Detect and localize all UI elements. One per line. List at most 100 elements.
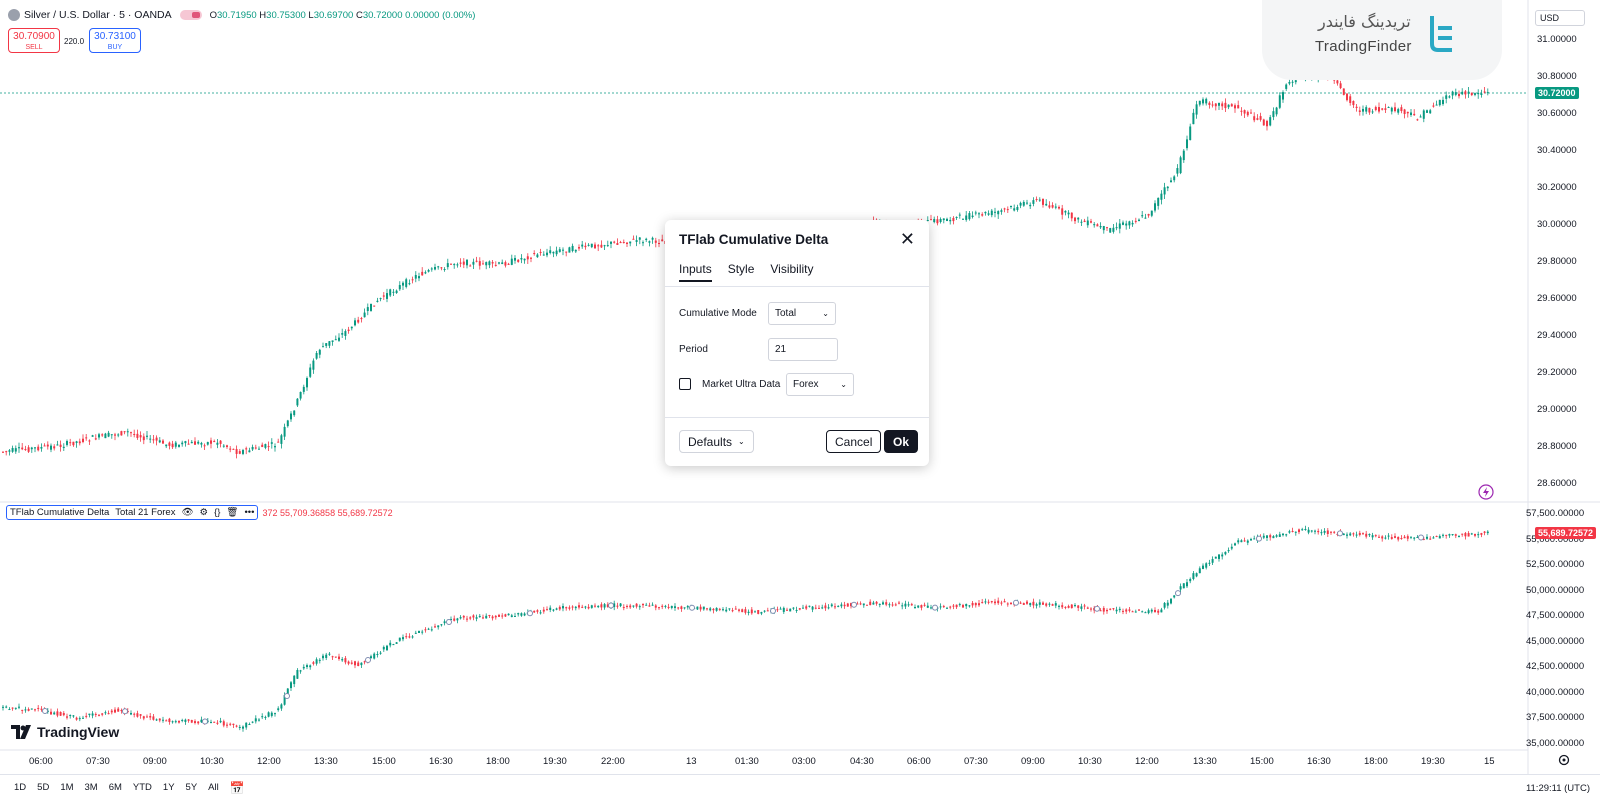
- indicator-candle: [18, 706, 20, 708]
- more-icon[interactable]: •••: [244, 507, 255, 518]
- indicator-candle: [1077, 605, 1080, 608]
- price-candle: [222, 445, 225, 447]
- watermark-persian-text: تریدینگ فایندر: [1318, 12, 1411, 31]
- close-icon[interactable]: ✕: [899, 229, 915, 249]
- tab-visibility[interactable]: Visibility: [770, 262, 814, 276]
- axis-settings-icon[interactable]: [1558, 754, 1570, 766]
- indicator-candle: [1154, 609, 1156, 613]
- indicator-candle: [322, 655, 324, 659]
- price-candle: [613, 241, 616, 243]
- price-candle: [661, 239, 664, 242]
- period-input[interactable]: 21: [768, 338, 838, 361]
- indicator-candle: [1211, 559, 1214, 563]
- indicator-candle: [184, 719, 187, 722]
- price-candle: [24, 449, 27, 451]
- price-candle: [1422, 110, 1425, 119]
- range-button-3m[interactable]: 3M: [84, 782, 98, 793]
- indicator-candle: [75, 717, 78, 720]
- range-button-1y[interactable]: 1Y: [162, 782, 175, 793]
- indicator-candle: [997, 600, 1000, 604]
- indicator-candle: [1445, 534, 1448, 536]
- price-candle: [1061, 208, 1064, 215]
- buy-button[interactable]: 30.73100 BUY: [89, 28, 141, 53]
- price-candle: [949, 219, 952, 222]
- market-status-icon[interactable]: [179, 10, 202, 20]
- indicator-candle: [1061, 605, 1064, 608]
- indicator-candle: [1125, 609, 1128, 612]
- utc-clock[interactable]: 11:29:11 (UTC): [1525, 783, 1590, 794]
- defaults-button[interactable]: Defaults ⌄: [679, 430, 754, 453]
- price-candle: [498, 262, 500, 264]
- price-candle: [514, 257, 516, 261]
- indicator-candle: [1010, 602, 1012, 605]
- currency-selector[interactable]: USD: [1535, 10, 1585, 26]
- indicator-candle: [984, 601, 987, 603]
- price-candle: [651, 237, 654, 240]
- tradingview-logo[interactable]: TradingView: [11, 724, 119, 740]
- settings-icon[interactable]: ⚙: [199, 507, 209, 518]
- delete-icon[interactable]: 🗑: [226, 507, 239, 518]
- price-candle: [1205, 98, 1208, 104]
- price-candle: [1365, 107, 1368, 112]
- price-candle: [50, 445, 52, 450]
- tab-inputs[interactable]: Inputs: [679, 262, 712, 282]
- indicator-candle: [760, 612, 763, 614]
- price-candle: [203, 445, 206, 447]
- price-candle: [942, 218, 945, 221]
- range-button-5y[interactable]: 5Y: [185, 782, 198, 793]
- indicator-candle: [1384, 537, 1387, 539]
- market-ultra-checkbox[interactable]: [679, 378, 691, 390]
- cumulative-mode-select[interactable]: Total ⌄: [768, 302, 836, 325]
- indicator-candle: [1307, 529, 1310, 533]
- indicator-candle: [485, 615, 488, 619]
- price-candle: [1250, 112, 1252, 114]
- market-ultra-select[interactable]: Forex ⌄: [786, 373, 854, 396]
- indicator-candle: [808, 605, 811, 607]
- indicator-axis-label: 45,000.00000: [1526, 635, 1585, 647]
- time-axis-label: 06:00: [907, 756, 931, 767]
- eye-icon[interactable]: 👁: [181, 507, 194, 518]
- price-candle: [101, 434, 104, 436]
- indicator-candle: [1048, 603, 1051, 605]
- indicator-candle: [226, 724, 228, 726]
- range-button-6m[interactable]: 6M: [108, 782, 122, 793]
- symbol-title[interactable]: Silver / U.S. Dollar · 5 · OANDA: [24, 9, 172, 21]
- indicator-legend-box[interactable]: TFlab Cumulative Delta Total 21 Forex 👁 …: [6, 505, 259, 520]
- ok-button[interactable]: Ok: [884, 430, 919, 453]
- price-candle: [123, 431, 126, 433]
- indicator-candle: [968, 605, 971, 607]
- cancel-button[interactable]: Cancel: [826, 430, 882, 453]
- indicator-candle: [1342, 533, 1345, 536]
- indicator-values: 372 55,709.36858 55,689.72572: [262, 507, 393, 518]
- range-button-ytd[interactable]: YTD: [132, 782, 152, 793]
- range-button-all[interactable]: All: [208, 782, 219, 793]
- price-candle: [1026, 202, 1028, 204]
- indicator-candle: [546, 609, 548, 611]
- indicator-candle: [88, 713, 91, 716]
- range-button-1d[interactable]: 1D: [14, 782, 27, 793]
- lightning-icon[interactable]: [1478, 484, 1494, 500]
- price-candle: [341, 333, 344, 335]
- indicator-candle: [645, 604, 648, 606]
- source-code-icon[interactable]: {}: [214, 507, 221, 518]
- indicator-candle: [402, 637, 404, 640]
- indicator-legend[interactable]: TFlab Cumulative Delta Total 21 Forex 👁 …: [6, 505, 393, 520]
- indicator-candle: [523, 613, 526, 616]
- indicator-candle: [283, 695, 286, 705]
- price-candle: [53, 446, 56, 449]
- indicator-candle: [891, 604, 894, 606]
- sell-button[interactable]: 30.70900 SELL: [8, 28, 60, 53]
- price-candle: [414, 275, 417, 279]
- indicator-candle: [1022, 603, 1025, 605]
- range-button-1m[interactable]: 1M: [60, 782, 74, 793]
- price-candle: [322, 346, 324, 348]
- date-range-icon[interactable]: 📅: [229, 780, 245, 795]
- range-button-5d[interactable]: 5D: [37, 782, 50, 793]
- price-candle: [558, 249, 561, 252]
- tab-style[interactable]: Style: [727, 262, 755, 276]
- price-candle: [331, 340, 334, 342]
- indicator-candle: [30, 708, 33, 710]
- price-candle: [1131, 222, 1134, 225]
- price-candle: [142, 436, 145, 441]
- price-candle: [459, 262, 462, 264]
